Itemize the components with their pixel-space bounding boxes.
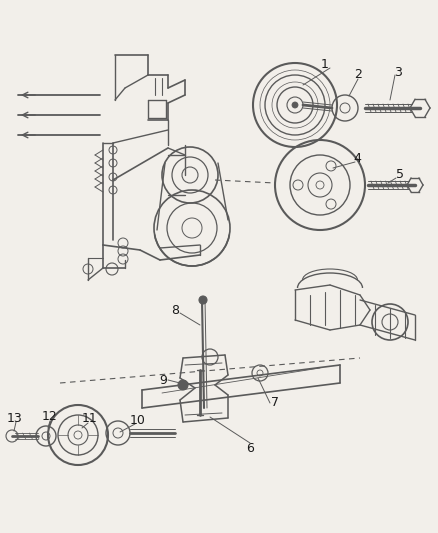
- Circle shape: [178, 380, 188, 390]
- Text: 6: 6: [246, 441, 254, 455]
- Circle shape: [199, 296, 207, 304]
- Text: 4: 4: [353, 151, 361, 165]
- Text: 5: 5: [396, 168, 404, 182]
- Text: 2: 2: [354, 69, 362, 82]
- Text: 9: 9: [159, 374, 167, 386]
- Text: 1: 1: [321, 59, 329, 71]
- Text: 11: 11: [82, 411, 98, 424]
- Text: 3: 3: [394, 66, 402, 78]
- Text: 10: 10: [130, 414, 146, 426]
- Text: 13: 13: [7, 411, 23, 424]
- Circle shape: [292, 102, 298, 108]
- Text: 8: 8: [171, 303, 179, 317]
- Text: 12: 12: [42, 410, 58, 424]
- Text: 7: 7: [271, 397, 279, 409]
